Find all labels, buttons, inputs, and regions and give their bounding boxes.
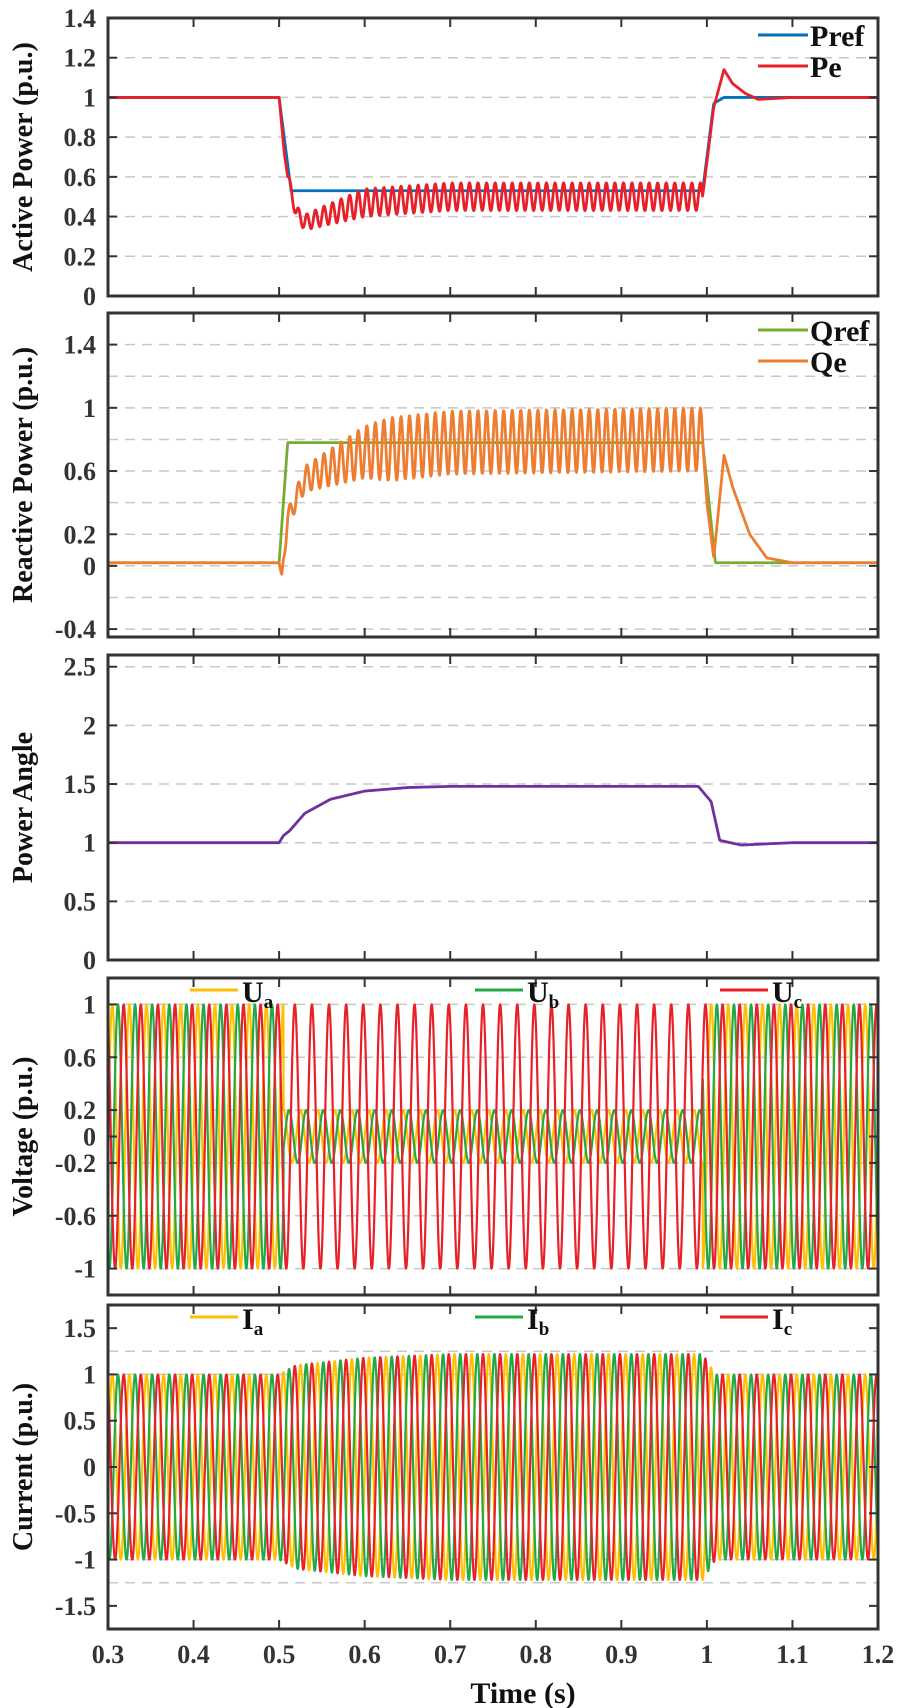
power-angle-ytick-label: 2	[83, 711, 96, 740]
power-angle-ytick-label: 2.5	[64, 653, 97, 682]
reactive-power-ytick-label: 1	[83, 394, 96, 423]
voltage-ytick-label: -1	[74, 1255, 96, 1284]
voltage-series-ua	[108, 1003, 878, 1270]
current-panel: 1.5 1 0.5 0 -0.5 -1 -1.5 Current (p.u.) Ia Ib Ic	[8, 1303, 880, 1631]
power-angle-ytick-label: 0	[83, 946, 96, 975]
active-power-ytick-label: 0.4	[64, 203, 97, 232]
current-series-ic	[108, 1353, 878, 1581]
voltage-legend-label: Ub	[527, 976, 559, 1013]
power-angle-frame	[106, 653, 880, 962]
power-angle-ytick-label: 0.5	[64, 887, 97, 916]
reactive-power-panel: 1.4 1 0.6 0.2 0 -0.4 Reactive Power (p.u.) Qref…	[8, 311, 880, 644]
voltage-ylabel: Voltage (p.u.)	[8, 1057, 39, 1217]
reactive-power-ytick-label: -0.4	[55, 615, 96, 644]
voltage-panel: 1 0.6 0.20-0.2 -0.6 -1 Voltage (p.u.) Ua Ub Uc	[8, 976, 880, 1297]
voltage-ytick-label: 1	[83, 990, 96, 1019]
xtick-label: 0.9	[605, 1640, 638, 1669]
active-power-ytick-label: 0	[83, 282, 96, 311]
reactive-power-legend-label: Qe	[810, 346, 847, 379]
xtick-label: 0.6	[348, 1640, 381, 1669]
power-angle-panel: 2.5 2 1.5 1 0.5 0 Power Angle	[8, 653, 880, 975]
power-angle-ytick-label: 1	[83, 829, 96, 858]
active-power-ytick-label: 1	[83, 83, 96, 112]
reactive-power-ylabel: Reactive Power (p.u.)	[8, 347, 39, 603]
voltage-legend-label: Ua	[242, 976, 274, 1013]
xtick-label: 0.3	[92, 1640, 125, 1669]
voltage-legend-label: Uc	[772, 976, 802, 1013]
current-legend-label: Ia	[242, 1303, 264, 1340]
current-series-ia	[108, 1352, 878, 1582]
active-power-frame	[106, 16, 880, 298]
current-ylabel: Current (p.u.)	[8, 1383, 39, 1551]
current-ytick-label: 1	[83, 1360, 96, 1389]
current-series-ib	[108, 1353, 878, 1581]
reactive-power-ytick-label: 0.6	[64, 457, 97, 486]
xtick-label: 1.1	[776, 1640, 809, 1669]
voltage-ytick-label: 0	[83, 1123, 96, 1152]
xtick-label: 1	[700, 1640, 713, 1669]
active-power-ytick-label: 0.6	[64, 163, 97, 192]
reactive-power-ytick-label: 1.4	[64, 331, 97, 360]
active-power-ytick-label: 0.2	[64, 242, 97, 271]
xtick-label: 0.5	[263, 1640, 296, 1669]
voltage-ytick-label: 0.6	[64, 1043, 97, 1072]
reactive-power-ytick-label: 0.2	[64, 520, 97, 549]
power-angle-series-delta	[108, 784, 878, 847]
current-ytick-label: -1	[74, 1546, 96, 1575]
reactive-power-frame	[106, 311, 880, 639]
current-ytick-label: -1.5	[55, 1592, 96, 1621]
active-power-legend-label: Pref	[810, 20, 865, 53]
reactive-power-series-qe	[108, 406, 878, 576]
current-ytick-label: 0	[83, 1453, 96, 1482]
active-power-series-pe	[108, 68, 878, 231]
voltage-ytick-label: -0.6	[55, 1202, 96, 1231]
current-legend-label: Ic	[772, 1303, 792, 1340]
xlabel: Time (s)	[470, 1677, 575, 1708]
active-power-ylabel: Active Power (p.u.)	[8, 42, 39, 272]
xtick-label: 0.7	[434, 1640, 467, 1669]
active-power-ytick-label: 1.4	[64, 4, 97, 33]
current-ytick-label: -0.5	[55, 1499, 96, 1528]
xtick-label: 1.2	[862, 1640, 895, 1669]
current-legend-label: Ib	[527, 1303, 549, 1340]
active-power-panel: 1.4 1.2 1 0.8 0.6 0.4 0.2 0 Active Power (p.u.) P…	[8, 4, 880, 311]
power-angle-ytick-label: 1.5	[64, 770, 97, 799]
voltage-series-uc	[108, 1003, 878, 1270]
voltage-series-ub	[108, 1003, 878, 1270]
current-ytick-label: 1.5	[64, 1314, 97, 1343]
current-ytick-label: 0.5	[64, 1407, 97, 1436]
active-power-ytick-label: 0.8	[64, 123, 97, 152]
active-power-legend-label: Pe	[810, 51, 842, 84]
reactive-power-legend-label: Qref	[810, 315, 870, 348]
xtick-label: 0.4	[177, 1640, 210, 1669]
xtick-label: 0.8	[520, 1640, 553, 1669]
power-angle-ylabel: Power Angle	[8, 732, 39, 883]
voltage-ytick-label: 0.2	[64, 1096, 97, 1125]
voltage-ytick-label: -0.2	[55, 1149, 96, 1178]
reactive-power-ytick-label: 0	[83, 552, 96, 581]
active-power-ytick-label: 1.2	[64, 44, 97, 73]
